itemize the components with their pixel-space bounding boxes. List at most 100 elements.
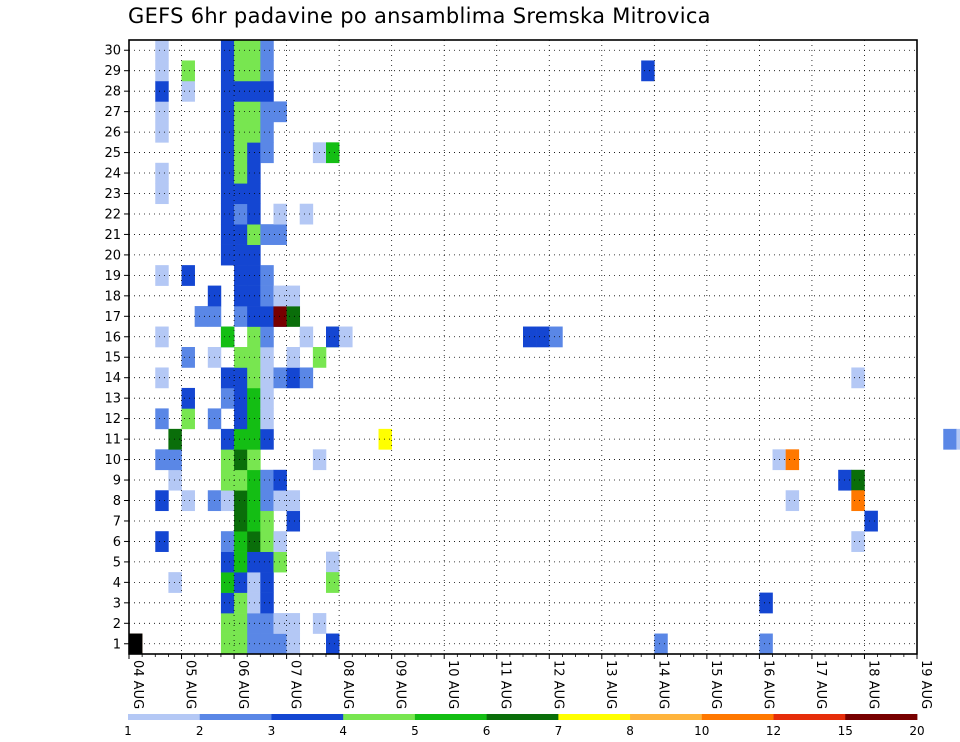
x-tick-label: 09 AUG — [393, 660, 408, 709]
heatmap-cell — [247, 510, 261, 532]
y-tick-label: 18 — [104, 289, 121, 304]
x-tick-label: 18 AUG — [866, 660, 881, 709]
heatmap-cell — [247, 449, 261, 471]
heatmap-cell — [260, 60, 274, 82]
heatmap-cell — [260, 142, 274, 164]
heatmap-cell — [247, 121, 261, 143]
y-tick-label: 22 — [104, 207, 121, 222]
heatmap-cell — [181, 387, 195, 409]
heatmap-cell — [234, 224, 248, 245]
heatmap-cell — [247, 60, 261, 82]
heatmap-cell — [273, 469, 287, 491]
x-tick-label: 04 AUG — [130, 660, 145, 709]
heatmap-cell — [155, 162, 169, 184]
heatmap-cell — [234, 490, 248, 512]
y-tick-label: 20 — [104, 248, 121, 263]
heatmap-cell — [378, 428, 392, 450]
heatmap-cell — [234, 367, 248, 389]
colorbar-swatch — [128, 714, 201, 720]
heatmap-cell — [549, 326, 563, 348]
heatmap-cell — [785, 449, 800, 471]
colorbar-label: 8 — [626, 724, 634, 738]
y-tick-label: 9 — [113, 474, 121, 489]
heatmap-cell — [326, 572, 340, 593]
y-tick-label: 12 — [104, 412, 121, 427]
heatmap-cell — [181, 490, 195, 512]
heatmap-cell — [220, 428, 235, 450]
x-tick-label: 07 AUG — [288, 660, 303, 709]
heatmap-cell — [234, 203, 248, 225]
x-tick-label: 12 AUG — [550, 660, 565, 709]
heatmap-cell — [234, 285, 248, 307]
heatmap-cell — [234, 531, 248, 552]
y-tick-label: 30 — [104, 44, 121, 59]
heatmap-cell — [260, 387, 274, 409]
heatmap-cell — [220, 449, 235, 471]
heatmap-cell — [247, 162, 261, 184]
heatmap-cell — [247, 551, 261, 573]
heatmap-cell — [260, 367, 274, 389]
heatmap-cell — [247, 203, 261, 225]
heatmap-cell — [286, 510, 301, 532]
heatmap-cell — [129, 633, 143, 655]
heatmap-cell — [273, 551, 287, 573]
heatmap-cell — [273, 285, 287, 307]
heatmap-cell — [273, 101, 287, 123]
heatmap-cell — [260, 326, 274, 348]
heatmap-cell — [247, 142, 261, 164]
y-tick-label: 24 — [104, 167, 121, 182]
heatmap-cell — [220, 162, 235, 184]
heatmap-cell — [220, 387, 235, 409]
heatmap-cell — [286, 490, 301, 512]
y-tick-label: 6 — [113, 535, 121, 550]
x-tick-label: 14 AUG — [655, 660, 670, 709]
colorbar-swatch — [558, 714, 631, 720]
heatmap-cell — [168, 469, 182, 491]
heatmap-cell — [234, 428, 248, 450]
colorbar-swatch — [845, 714, 918, 720]
heatmap-cell — [220, 203, 235, 225]
colorbar-label: 15 — [838, 724, 853, 738]
heatmap-cell — [247, 408, 261, 430]
y-tick-label: 26 — [104, 126, 121, 141]
heatmap-cell — [234, 183, 248, 205]
heatmap-cell — [155, 80, 169, 102]
heatmap-cell — [155, 60, 169, 82]
y-tick-label: 13 — [104, 392, 121, 407]
heatmap-cell — [234, 244, 248, 266]
heatmap-cell — [181, 347, 195, 368]
y-tick-label: 5 — [113, 555, 121, 570]
y-tick-label: 16 — [104, 330, 121, 345]
heatmap-cell — [260, 224, 274, 245]
heatmap-cell — [155, 367, 169, 389]
heatmap-cell — [759, 633, 773, 655]
heatmap-cell — [247, 633, 261, 655]
y-tick-label: 4 — [113, 576, 121, 591]
x-tick-label: 10 AUG — [445, 660, 460, 709]
heatmap-cell — [759, 592, 773, 614]
colorbar-swatch — [271, 714, 344, 720]
heatmap-cell — [155, 101, 169, 123]
colorbar-label: 7 — [555, 724, 563, 738]
heatmap-cell — [299, 203, 314, 225]
heatmap-cell — [155, 40, 169, 61]
x-tick-label: 06 AUG — [235, 660, 250, 709]
heatmap-cell — [326, 326, 340, 348]
heatmap-cell — [234, 60, 248, 82]
y-tick-label: 14 — [104, 371, 121, 386]
y-tick-label: 23 — [104, 187, 121, 202]
heatmap-cell — [260, 469, 274, 491]
heatmap-cell — [220, 490, 235, 512]
heatmap-cell — [851, 490, 865, 512]
heatmap-cell — [260, 306, 274, 327]
heatmap-cell — [851, 469, 865, 491]
heatmap-cell — [326, 551, 340, 573]
heatmap-cell — [220, 572, 235, 593]
heatmap-cell — [864, 510, 878, 532]
y-tick-label: 8 — [113, 494, 121, 509]
colorbar-swatch — [701, 714, 774, 720]
x-tick-label: 11 AUG — [498, 660, 513, 709]
x-tick-label: 15 AUG — [708, 660, 723, 709]
heatmap-cell — [260, 101, 274, 123]
